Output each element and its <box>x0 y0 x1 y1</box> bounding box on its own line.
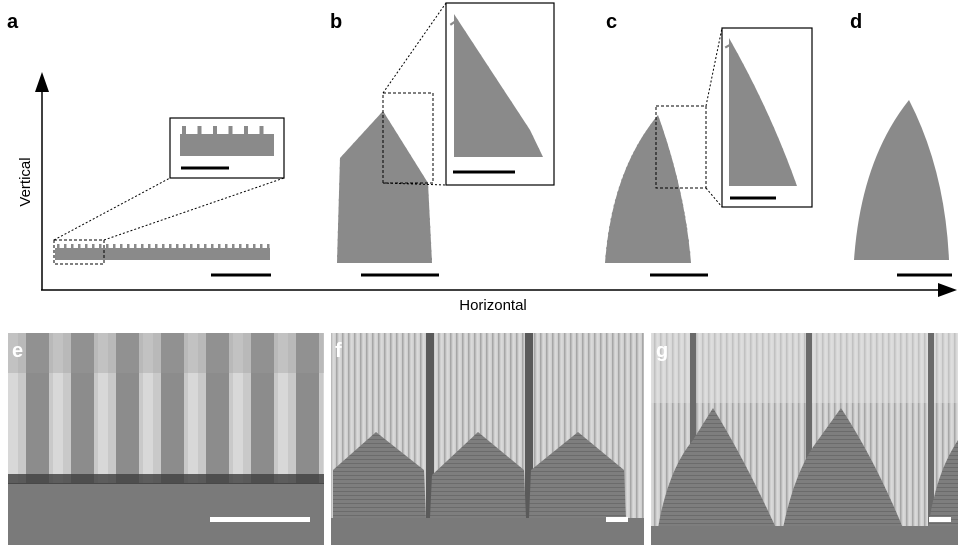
b-connector-top <box>382 2 447 94</box>
panel-a-schematic <box>53 117 285 277</box>
inset-film <box>180 134 274 156</box>
panel-label-b: b <box>330 11 342 33</box>
panel-f-micrograph <box>331 333 644 545</box>
panel-g-micrograph <box>651 333 958 545</box>
panel-g-scale-bar <box>929 517 951 522</box>
panel-label-c: c <box>606 11 617 33</box>
gap-1 <box>426 333 434 523</box>
gap-2 <box>525 333 533 523</box>
thin-film-strip <box>55 248 270 260</box>
horizontal-axis-arrowhead <box>938 283 957 297</box>
panel-e-micrograph <box>8 333 324 545</box>
inset-c-steps <box>724 42 796 186</box>
left-edge-steps <box>337 112 385 258</box>
horizontal-axis-label: Horizontal <box>459 297 527 314</box>
vertical-axis-label: Vertical <box>17 157 34 206</box>
panel-label-g: g <box>656 340 668 362</box>
vertical-axis-arrowhead <box>35 72 49 92</box>
smooth-arch-structure <box>854 100 949 260</box>
panel-f-scale-bar <box>606 517 628 522</box>
zoom-connector-left <box>53 177 171 241</box>
panel-e-scale-bar <box>210 517 310 522</box>
b-connector-bottom <box>382 182 447 186</box>
panel-label-e: e <box>12 340 23 362</box>
panel-label-d: d <box>850 11 862 33</box>
right-edge-steps <box>380 113 432 261</box>
film-surface-steps <box>57 244 270 248</box>
c-connector-top <box>705 27 723 107</box>
panel-b-schematic <box>337 2 555 277</box>
g-arch-1 <box>658 408 776 528</box>
inset-b-steps <box>449 18 540 154</box>
f-pentagon-3 <box>529 432 626 518</box>
f-pentagon-1 <box>333 432 426 518</box>
arch-edge-steps <box>605 117 691 258</box>
g-arch-2 <box>783 408 903 528</box>
pentagon-structure <box>337 111 432 263</box>
c-connector-bottom <box>705 187 723 208</box>
panel-b-zoom-region <box>382 92 434 184</box>
inset-surface-steps <box>182 126 264 134</box>
g-arch-3 <box>928 440 958 528</box>
vertical-axis <box>35 72 49 290</box>
zoom-connector-right <box>103 177 285 241</box>
inset-b-structure <box>454 14 543 157</box>
panel-a-zoom-region <box>53 239 105 265</box>
panel-label-a: a <box>7 11 19 33</box>
panel-d-schematic <box>854 100 952 277</box>
panel-c-schematic <box>605 27 813 277</box>
panel-c-zoom-region <box>655 105 707 189</box>
horizontal-axis <box>41 283 957 297</box>
f-pentagon-2 <box>430 432 526 518</box>
panel-label-f: f <box>335 340 342 362</box>
